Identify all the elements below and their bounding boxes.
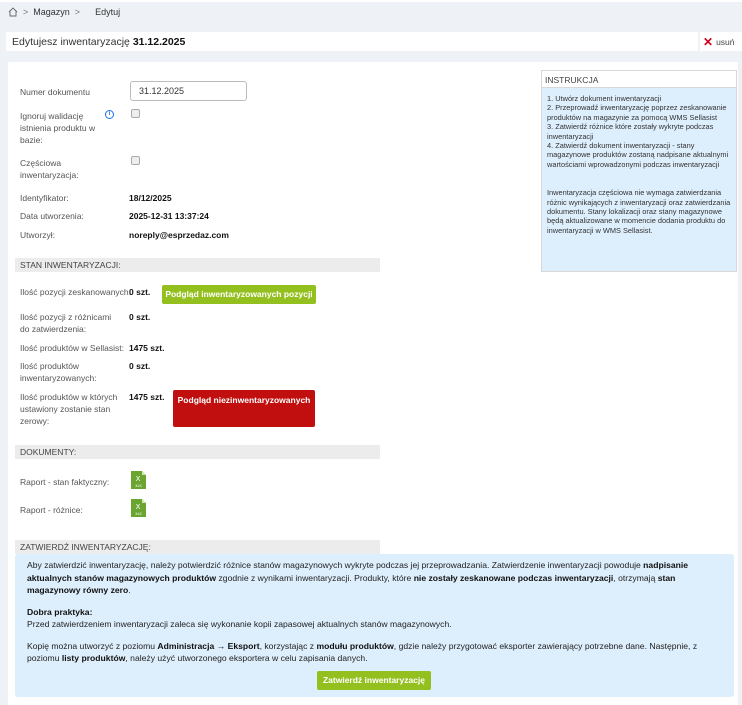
page-title: Edytujesz inwentaryzację 31.12.2025 [6,32,698,51]
svg-text:XLS: XLS [135,484,142,488]
instruction-title: INSTRUKCJA [542,71,736,88]
status-section-header: STAN INWENTARYZACJI: [15,258,380,272]
top-border [0,0,742,2]
good-practice: Dobra praktyka: Przed zatwierdzeniem inwe… [27,606,452,630]
status-value: 1475 szt. [129,392,165,402]
svg-text:X: X [136,475,141,483]
partial-label: Częściowa inwentaryzacja: [20,158,79,180]
breadcrumb-magazyn[interactable]: Magazyn [33,7,70,17]
document-label: Raport - stan faktyczny: [20,477,110,487]
document-label: Raport - różnice: [20,505,83,515]
status-value: 1475 szt. [129,343,165,353]
breadcrumb-edytuj: Edytuj [95,7,121,17]
instruction-step: 4. Zatwierdź dokument inwentaryzacji - s… [547,141,729,169]
ignore-validation-label: Ignoruj walidację istnienia produktu w b… [20,111,96,145]
doc-number-label: Numer dokumentu [20,87,90,97]
id-value: 18/12/2025 [129,193,172,203]
title-prefix: Edytujesz inwentaryzację [12,36,130,48]
id-label: Identyfikator: [20,193,69,203]
status-value: 0 szt. [129,287,151,297]
author-label: Utworzył: [20,230,55,240]
created-value: 2025-12-31 13:37:24 [129,211,209,221]
author-value: noreply@esprzedaz.com [129,230,229,240]
confirm-paragraph: Aby zatwierdzić inwentaryzację, należy p… [27,560,689,595]
preview-inventoried-button[interactable]: Podgląd inwentaryzowanych pozycji [162,285,316,304]
chevron-right-icon: > [74,7,81,17]
status-value: 0 szt. [129,312,151,322]
status-label: Ilość pozycji z różnicami do zatwierdzen… [20,312,112,334]
instruction-panel: INSTRUKCJA 1. Utwórz dokument inwentaryz… [541,70,737,272]
ignore-validation-checkbox[interactable] [131,109,140,118]
delete-label: usuń [716,36,735,47]
svg-text:X: X [136,503,141,511]
breadcrumb: > Magazyn > Edytuj [8,7,120,17]
home-icon[interactable] [8,7,18,17]
created-label: Data utworzenia: [20,211,84,221]
title-name: 31.12.2025 [132,36,186,48]
confirm-panel: Aby zatwierdzić inwentaryzację, należy p… [15,554,734,697]
instruction-note: Inwentaryzacja częściowa nie wymaga zatw… [547,188,731,235]
status-label: Ilość produktów inwentaryzowanych: [20,361,97,383]
chevron-right-icon: > [23,7,29,17]
close-icon: ✕ [703,34,714,49]
instruction-step: 3. Zatwierdź różnice które zostały wykry… [547,122,714,141]
partial-checkbox[interactable] [131,156,140,165]
status-label: Ilość produktów w Sellasist: [20,343,124,353]
confirm-section-header: ZATWIERDŹ INWENTARYZACJĘ: [15,540,380,554]
status-label: Ilość produktów w których ustawiony zost… [20,392,118,426]
info-icon[interactable]: i [105,110,114,119]
confirm-inventory-button[interactable]: Zatwierdź inwentaryzację [317,671,431,690]
status-value: 0 szt. [129,361,151,371]
svg-text:XLS: XLS [135,512,142,516]
instruction-step: 1. Utwórz dokument inwentaryzacji [547,94,662,103]
status-label: Ilość pozycji zeskanowanych: [20,287,132,297]
documents-section-header: DOKUMENTY: [15,445,380,459]
backup-paragraph: Kopię można utworzyć z poziomu Administr… [27,640,698,664]
doc-number-input[interactable]: 31.12.2025 [130,81,247,101]
instruction-step: 2. Przeprowadź inwentaryzację poprzez ze… [547,103,727,122]
delete-button[interactable]: ✕ usuń [700,32,742,51]
preview-uninventoried-button[interactable]: Podgląd niezinwentaryzowanych [173,390,315,427]
